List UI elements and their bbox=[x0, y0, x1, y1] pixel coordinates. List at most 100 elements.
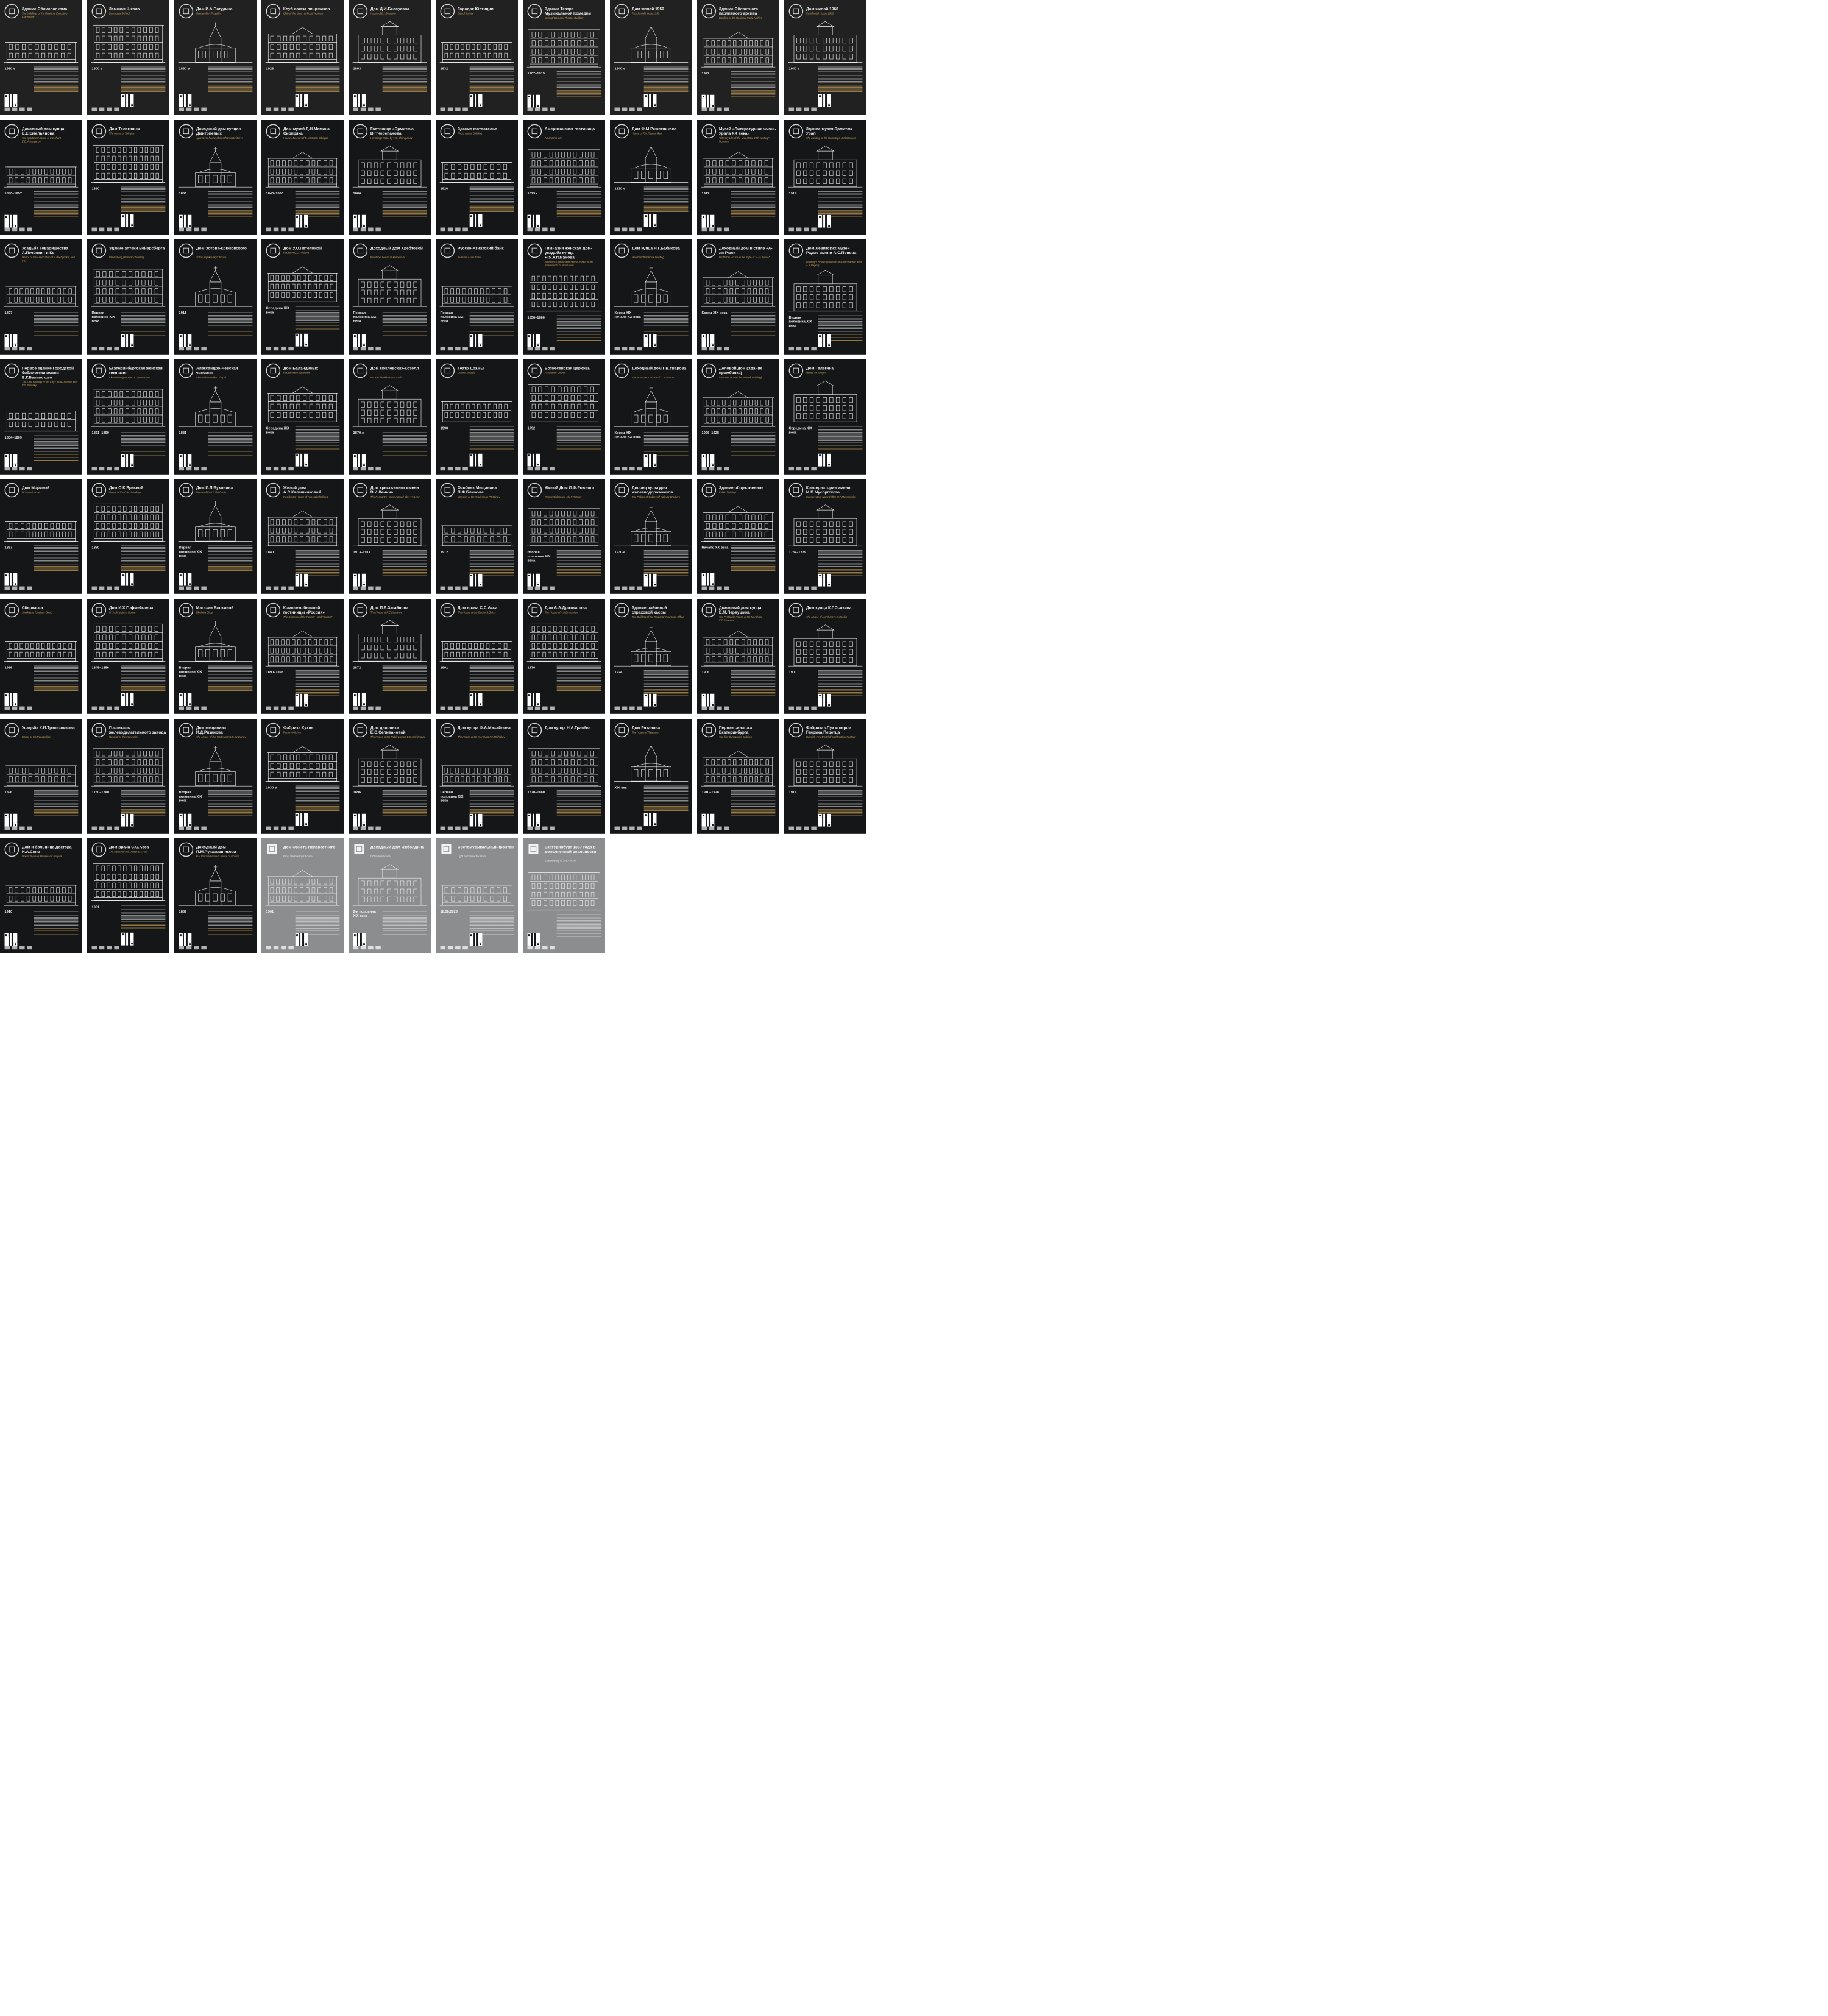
poster-card[interactable]: Дом врача С.С.Асса The House of the Docto… bbox=[87, 838, 169, 953]
poster-card[interactable]: Дом О.К.Ярнской House of the O.K.Yarnskay… bbox=[87, 479, 169, 595]
poster-card[interactable]: Дом Телегина House of Telegin Середина XIX… bbox=[784, 359, 866, 475]
qr-code-icon[interactable] bbox=[295, 813, 308, 826]
poster-card[interactable]: Дом Зотова-Крюковского Zotov-Kryukovsky's… bbox=[174, 239, 257, 355]
poster-card[interactable]: Дом крестьянина имени В.И.Ленина The Peas… bbox=[349, 479, 431, 595]
qr-code-icon[interactable] bbox=[179, 573, 192, 586]
poster-card[interactable]: Доходный дом купца Е.Е.Емельянова The apa… bbox=[0, 119, 82, 235]
qr-code-icon[interactable] bbox=[701, 334, 715, 347]
poster-card[interactable]: Дом дворянки Е.О.Селивановой The House of… bbox=[349, 718, 431, 834]
poster-card[interactable]: Вознесенская церковь Ascension Church 1792 bbox=[523, 359, 605, 475]
qr-code-icon[interactable] bbox=[643, 693, 657, 707]
poster-card[interactable]: Дом А.А.Дрозжилова The House of A.A.Drozz… bbox=[523, 599, 605, 714]
poster-card[interactable]: Магазин Блохиной Blokhina Shop Вторая поло… bbox=[174, 599, 257, 714]
qr-code-icon[interactable] bbox=[527, 94, 540, 108]
poster-card[interactable]: Усадьба К.И.Трапезникова Manor of K.I.Tra… bbox=[0, 718, 82, 834]
poster-card[interactable]: Здание Областного партийного архива Build… bbox=[697, 0, 779, 115]
poster-card[interactable]: Дом купца К.Г.Осокина The House of Mercha… bbox=[784, 599, 866, 714]
qr-code-icon[interactable] bbox=[179, 813, 192, 827]
poster-card[interactable]: Дом Баландиных House of the Balandins Сере… bbox=[261, 359, 344, 475]
poster-card[interactable]: Доходный дом купца Е.М.Первушина The Prof… bbox=[697, 599, 779, 714]
poster-card[interactable]: Сберкасса Sberkassa (Savings Bank) 1936 bbox=[0, 599, 82, 714]
poster-card[interactable]: Дом Рязанова The House of Ryazanov XIX век bbox=[610, 718, 692, 834]
poster-card[interactable]: Доходный дом в стиле «А-ля Рюс» Profitabl… bbox=[697, 239, 779, 355]
poster-card[interactable]: Гимназия женская Дом-усадьба купца Я.Я.А… bbox=[523, 239, 605, 355]
qr-code-icon[interactable] bbox=[643, 214, 657, 227]
poster-card[interactable]: Здание общественное Public Building Начало… bbox=[697, 479, 779, 595]
poster-card[interactable]: Здание районной страховой кассы The Build… bbox=[610, 599, 692, 714]
qr-code-icon[interactable] bbox=[527, 214, 540, 228]
qr-code-icon[interactable] bbox=[818, 94, 831, 107]
qr-code-icon[interactable] bbox=[353, 813, 366, 827]
qr-code-icon[interactable] bbox=[121, 573, 134, 586]
poster-card[interactable]: Доходный дом П.М.Рукавишникова P.M.Rukavi… bbox=[174, 838, 257, 953]
poster-card[interactable]: Доходный дом Хребтовой Profitable house o… bbox=[349, 239, 431, 355]
qr-code-icon[interactable] bbox=[701, 573, 715, 586]
qr-code-icon[interactable] bbox=[818, 693, 831, 707]
poster-card[interactable]: Дом-музей Д.Н.Мамина-Сибиряка House Museu… bbox=[261, 119, 344, 235]
qr-code-icon[interactable] bbox=[4, 334, 18, 347]
qr-code-icon[interactable] bbox=[179, 94, 192, 107]
qr-code-icon[interactable] bbox=[469, 94, 483, 107]
qr-code-icon[interactable] bbox=[527, 813, 540, 827]
poster-card[interactable]: Дом купца Ф.А.Михайлова The House of the … bbox=[436, 718, 518, 834]
qr-code-icon[interactable] bbox=[295, 933, 308, 946]
poster-card[interactable]: Дом Телегиных The house of Telegins 1890 bbox=[87, 119, 169, 235]
poster-card[interactable]: Театр Драмы Drama Theatre 1990 bbox=[436, 359, 518, 475]
qr-code-icon[interactable] bbox=[818, 813, 831, 827]
poster-card[interactable]: Екатеринбургская женская гимназия Ekateri… bbox=[87, 359, 169, 475]
poster-card[interactable]: Жилой Дом И.Ф.Рожного Residential House o… bbox=[523, 479, 605, 595]
qr-code-icon[interactable] bbox=[527, 574, 540, 587]
poster-card[interactable]: Дом жилой 1950 Residential House 1950 1940… bbox=[610, 0, 692, 115]
qr-code-icon[interactable] bbox=[4, 214, 18, 228]
poster-card[interactable]: Гостиница «Эрмитаж» В.Г.Черепанова Hermit… bbox=[349, 119, 431, 235]
poster-card[interactable]: Дом Левитских Музей Радио имени А.С.Попо… bbox=[784, 239, 866, 355]
poster-card[interactable]: Екатеринбург 1887 года в дополненной реа… bbox=[523, 838, 605, 953]
poster-card[interactable]: Дом Поклевских-Козелл House of Poklevsky-… bbox=[349, 359, 431, 475]
qr-code-icon[interactable] bbox=[701, 454, 715, 467]
qr-code-icon[interactable] bbox=[818, 453, 831, 467]
qr-code-icon[interactable] bbox=[353, 454, 366, 467]
poster-card[interactable]: Русско-Азиатский банк Russian-Asian Bank П… bbox=[436, 239, 518, 355]
qr-code-icon[interactable] bbox=[527, 453, 540, 467]
qr-code-icon[interactable] bbox=[701, 214, 715, 228]
poster-card[interactable]: Дом Д.И.Белоусова House of D.I.Belousov 18… bbox=[349, 0, 431, 115]
qr-code-icon[interactable] bbox=[4, 813, 18, 827]
qr-code-icon[interactable] bbox=[643, 334, 657, 347]
qr-code-icon[interactable] bbox=[469, 574, 483, 587]
poster-card[interactable]: Деловой дом (Здание промбанка) Business H… bbox=[697, 359, 779, 475]
poster-card[interactable]: Дом Ф.М.Решетникова House of F.M.Reshetni… bbox=[610, 119, 692, 235]
qr-code-icon[interactable] bbox=[4, 693, 18, 706]
poster-card[interactable]: Особняк Мещанина П.Ф.Блинова Mansion of t… bbox=[436, 479, 518, 595]
poster-card[interactable]: Здание Облисполкома The buildings of the … bbox=[0, 0, 82, 115]
qr-code-icon[interactable] bbox=[295, 693, 308, 707]
poster-card[interactable]: Дом купца Н.А.Грачёва 1870–1880 bbox=[523, 718, 605, 834]
poster-card[interactable]: Здание фотоателье Photo atelier Building 1… bbox=[436, 119, 518, 235]
poster-card[interactable]: Здание Театра Музыкальной Комедии Musical… bbox=[523, 0, 605, 115]
qr-code-icon[interactable] bbox=[469, 214, 483, 227]
poster-card[interactable]: Госпиталь железоделательного завода Hospi… bbox=[87, 718, 169, 834]
qr-code-icon[interactable] bbox=[527, 693, 540, 706]
qr-code-icon[interactable] bbox=[121, 214, 134, 227]
poster-card[interactable]: Дом П.Е.Загайнова The House of P.E.Zagain… bbox=[349, 599, 431, 714]
qr-code-icon[interactable] bbox=[643, 574, 657, 587]
qr-code-icon[interactable] bbox=[353, 693, 366, 706]
poster-card[interactable]: Дом И.Л.Бухонина House of the I.L.Bukhoni… bbox=[174, 479, 257, 595]
qr-code-icon[interactable] bbox=[4, 933, 18, 946]
poster-card[interactable]: Первая синагога Екатеринбурга The first S… bbox=[697, 718, 779, 834]
poster-card[interactable]: Здание аптеки Вейерсберга Weiersberg phar… bbox=[87, 239, 169, 355]
qr-code-icon[interactable] bbox=[353, 334, 366, 347]
poster-card[interactable]: Дом врача С.С.Асса The House of the Docto… bbox=[436, 599, 518, 714]
qr-code-icon[interactable] bbox=[121, 933, 134, 946]
poster-card[interactable]: Усадьба Товарищества А.Печёнкин и Ко Mano… bbox=[0, 239, 82, 355]
poster-card[interactable]: Дом жилой 1968 Residential House 1968 1940… bbox=[784, 0, 866, 115]
qr-code-icon[interactable] bbox=[4, 94, 18, 107]
qr-code-icon[interactable] bbox=[121, 94, 134, 107]
qr-code-icon[interactable] bbox=[353, 933, 366, 946]
poster-card[interactable]: Доходный дом Ижболдина Izhboldin's house 2… bbox=[349, 838, 431, 953]
poster-card[interactable]: Первое здание Городской библиотеки имени… bbox=[0, 359, 82, 475]
poster-card[interactable]: Дом мещанина И.Д.Рязанова The House of th… bbox=[174, 718, 257, 834]
poster-card[interactable]: Светомузыкальный фонтан Light and music f… bbox=[436, 838, 518, 953]
qr-code-icon[interactable] bbox=[295, 453, 308, 467]
qr-code-icon[interactable] bbox=[469, 813, 483, 827]
qr-code-icon[interactable] bbox=[527, 334, 540, 347]
